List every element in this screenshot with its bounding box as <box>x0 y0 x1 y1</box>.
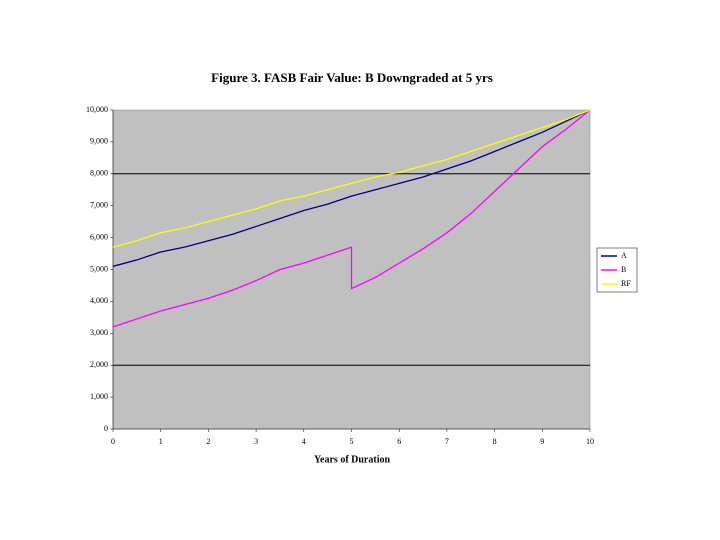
x-axis-title: Years of Duration <box>314 454 391 465</box>
legend-label: A <box>621 251 627 260</box>
x-tick-label: 6 <box>397 437 401 446</box>
series-line <box>112 109 591 267</box>
y-tick-label: 10,000 <box>86 105 108 114</box>
x-tick-label: 7 <box>445 437 449 446</box>
y-tick-label: 9,000 <box>90 137 108 146</box>
y-tick-label: 8,000 <box>90 169 108 178</box>
y-tick-label: 2,000 <box>90 360 108 369</box>
series-line <box>112 109 591 248</box>
x-tick-label: 2 <box>206 437 210 446</box>
y-tick-label: 1,000 <box>90 392 108 401</box>
x-tick-label: 8 <box>493 437 497 446</box>
x-tick-label: 1 <box>159 437 163 446</box>
y-tick-label: 6,000 <box>90 232 108 241</box>
x-tick-label: 5 <box>350 437 354 446</box>
x-tick-label: 0 <box>111 437 115 446</box>
series-line <box>112 109 591 328</box>
y-tick-label: 5,000 <box>90 264 108 273</box>
y-tick-label: 3,000 <box>90 328 108 337</box>
x-tick-label: 3 <box>254 437 258 446</box>
y-tick-label: 7,000 <box>90 201 108 210</box>
chart-title: Figure 3. FASB Fair Value: B Downgraded … <box>211 70 493 85</box>
legend-label: B <box>621 265 626 274</box>
y-tick-label: 4,000 <box>90 296 108 305</box>
x-tick-label: 4 <box>302 437 306 446</box>
x-tick-label: 9 <box>540 437 544 446</box>
x-tick-label: 10 <box>586 437 594 446</box>
y-tick-label: 0 <box>104 424 108 433</box>
legend-label: RF <box>621 279 631 288</box>
